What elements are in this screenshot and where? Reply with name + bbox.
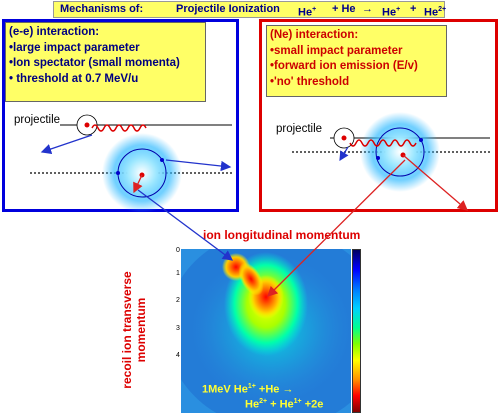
equation-he-product: He+	[382, 6, 401, 19]
ne-heading: (Ne) interaction:	[270, 29, 359, 41]
ne-point-threshold: •'no' threshold	[270, 75, 350, 88]
title-process: Projectile Ionization	[176, 3, 280, 15]
ne-interaction-panel: (Ne) interaction: •small impact paramete…	[259, 19, 498, 212]
ne-info-box: (Ne) interaction: •small impact paramete…	[266, 25, 447, 97]
ee-interaction-panel: (e-e) interaction: •large impact paramet…	[2, 19, 239, 212]
ee-point-spectator: •Ion spectator (small momenta)	[9, 57, 180, 69]
reaction-line-1: 1MeV He1+ +He →	[202, 383, 294, 396]
y-tick-2: 2	[176, 297, 180, 304]
equation-plus: +	[410, 3, 417, 15]
y-tick-3: 3	[176, 325, 180, 332]
ne-point-impact: •small impact parameter	[270, 44, 403, 57]
equation-he-projectile: He+	[298, 6, 317, 19]
y-tick-4: 4	[176, 352, 180, 359]
equation-arrow: →	[362, 3, 373, 15]
y-axis-label: recoil ion transverse momentum	[120, 271, 148, 389]
ee-point-threshold: • threshold at 0.7 MeV/u	[9, 72, 139, 85]
ne-point-forward: •forward ion emission (E/v)	[270, 60, 418, 72]
equation-he-ionized: He2+	[424, 6, 447, 19]
ee-point-impact: •large impact parameter	[9, 41, 140, 54]
ee-projectile-label: projectile	[14, 114, 61, 126]
plot-y-axis-area	[163, 249, 181, 413]
title-label: Mechanisms of:	[60, 3, 144, 15]
y-tick-1: 1	[176, 270, 180, 277]
ee-info-box: (e-e) interaction: •large impact paramet…	[5, 22, 206, 102]
title-bar: Mechanisms of: Projectile Ionization He+…	[53, 1, 447, 19]
equation-plus-target: + He	[332, 3, 356, 15]
y-tick-0: 0	[176, 247, 180, 254]
ee-heading: (e-e) interaction:	[9, 26, 100, 38]
colorbar	[352, 249, 361, 413]
x-axis-label: ion longitudinal momentum	[203, 228, 361, 242]
reaction-line-2: He2+ + He1+ +2e	[245, 398, 324, 411]
ne-projectile-label: projectile	[276, 123, 323, 135]
